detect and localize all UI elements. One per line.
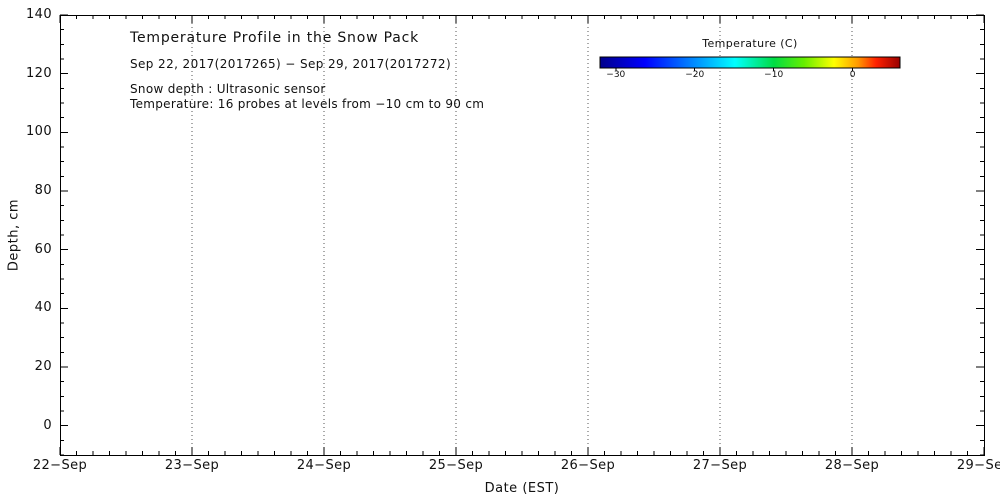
y-tick-label: 80 [34, 183, 52, 198]
annotation-snow-depth: Snow depth : Ultrasonic sensor [130, 82, 326, 96]
y-axis-title: Depth, cm [6, 198, 22, 272]
chart-title: Temperature Profile in the Snow Pack [130, 30, 419, 46]
chart-subtitle: Sep 22, 2017(2017265) − Sep 29, 2017(201… [130, 57, 452, 71]
colorbar-tick-label: −20 [685, 70, 705, 80]
x-tick-label: 24−Sep [296, 458, 352, 473]
annotation-probes: Temperature: 16 probes at levels from −1… [130, 97, 485, 111]
x-tick-label: 23−Sep [164, 458, 220, 473]
colorbar-title: Temperature (C) [702, 37, 798, 50]
y-tick-label: 20 [34, 359, 52, 374]
x-tick-label: 27−Sep [692, 458, 748, 473]
y-tick-label: 40 [34, 300, 52, 316]
x-tick-label: 25−Sep [428, 458, 484, 473]
x-axis-title: Date (EST) [484, 481, 560, 496]
y-tick-label: 140 [25, 7, 52, 22]
colorbar-tick-label: −10 [764, 70, 784, 80]
y-tick-label: 100 [25, 124, 52, 140]
x-tick-label: 26−Sep [560, 458, 616, 473]
x-tick-label: 29−Sep [956, 458, 1000, 473]
x-tick-label: 22−Sep [32, 458, 88, 473]
y-tick-label: 0 [43, 417, 52, 433]
colorbar-tick-label: −30 [606, 70, 626, 80]
x-tick-label: 28−Sep [824, 458, 880, 473]
y-tick-label: 60 [34, 241, 52, 257]
y-tick-label: 120 [25, 65, 52, 81]
colorbar-tick-label: 0 [849, 70, 856, 80]
